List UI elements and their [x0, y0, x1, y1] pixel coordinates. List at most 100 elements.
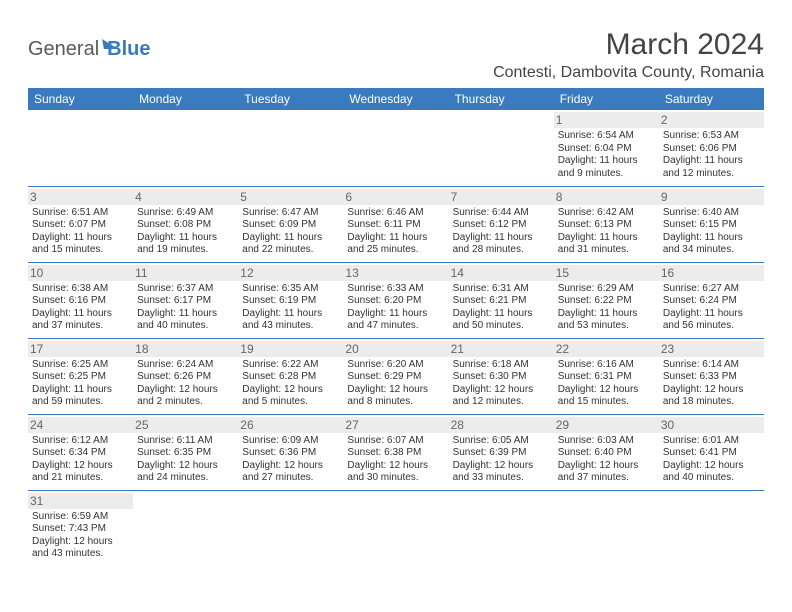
weekday-header: Saturday: [659, 88, 764, 110]
cell-text-daylight2: and 53 minutes.: [558, 320, 655, 333]
cell-text-sunrise: Sunrise: 6:49 AM: [137, 207, 234, 220]
calendar-cell: [343, 490, 448, 566]
cell-text-daylight2: and 34 minutes.: [663, 244, 760, 257]
cell-text-daylight2: and 21 minutes.: [32, 472, 129, 485]
cell-text-daylight2: and 37 minutes.: [558, 472, 655, 485]
cell-text-sunset: Sunset: 6:08 PM: [137, 219, 234, 232]
weekday-header: Sunday: [28, 88, 133, 110]
cell-text-daylight2: and 43 minutes.: [242, 320, 339, 333]
cell-text-sunrise: Sunrise: 6:59 AM: [32, 511, 129, 524]
cell-text-daylight1: Daylight: 12 hours: [663, 384, 760, 397]
cell-text-sunrise: Sunrise: 6:40 AM: [663, 207, 760, 220]
day-number: 6: [343, 189, 448, 205]
calendar-cell: 12Sunrise: 6:35 AMSunset: 6:19 PMDayligh…: [238, 262, 343, 338]
weekday-header: Friday: [554, 88, 659, 110]
calendar-cell: 24Sunrise: 6:12 AMSunset: 6:34 PMDayligh…: [28, 414, 133, 490]
cell-text-sunset: Sunset: 6:28 PM: [242, 371, 339, 384]
cell-text-sunrise: Sunrise: 6:38 AM: [32, 283, 129, 296]
cell-text-daylight1: Daylight: 11 hours: [137, 232, 234, 245]
weekday-header: Thursday: [449, 88, 554, 110]
calendar-cell: 9Sunrise: 6:40 AMSunset: 6:15 PMDaylight…: [659, 186, 764, 262]
calendar-cell: [133, 110, 238, 186]
calendar-week-row: 31Sunrise: 6:59 AMSunset: 7:43 PMDayligh…: [28, 490, 764, 566]
cell-text-daylight2: and 18 minutes.: [663, 396, 760, 409]
cell-text-daylight2: and 22 minutes.: [242, 244, 339, 257]
calendar-cell: 31Sunrise: 6:59 AMSunset: 7:43 PMDayligh…: [28, 490, 133, 566]
day-number: 22: [554, 341, 659, 357]
cell-text-daylight2: and 19 minutes.: [137, 244, 234, 257]
cell-text-daylight2: and 8 minutes.: [347, 396, 444, 409]
day-number: 11: [133, 265, 238, 281]
location-subtitle: Contesti, Dambovita County, Romania: [493, 64, 764, 82]
cell-text-sunset: Sunset: 6:20 PM: [347, 295, 444, 308]
cell-text-daylight1: Daylight: 12 hours: [242, 384, 339, 397]
cell-text-daylight1: Daylight: 11 hours: [663, 308, 760, 321]
cell-text-sunrise: Sunrise: 6:16 AM: [558, 359, 655, 372]
cell-text-sunset: Sunset: 6:13 PM: [558, 219, 655, 232]
day-number: 3: [28, 189, 133, 205]
cell-text-sunrise: Sunrise: 6:14 AM: [663, 359, 760, 372]
day-number: 31: [28, 493, 133, 509]
calendar-cell: 21Sunrise: 6:18 AMSunset: 6:30 PMDayligh…: [449, 338, 554, 414]
calendar-cell: 27Sunrise: 6:07 AMSunset: 6:38 PMDayligh…: [343, 414, 448, 490]
day-number: 24: [28, 417, 133, 433]
cell-text-sunrise: Sunrise: 6:31 AM: [453, 283, 550, 296]
day-number: 17: [28, 341, 133, 357]
cell-text-daylight1: Daylight: 11 hours: [242, 308, 339, 321]
cell-text-sunset: Sunset: 6:19 PM: [242, 295, 339, 308]
cell-text-sunset: Sunset: 6:12 PM: [453, 219, 550, 232]
cell-text-daylight2: and 59 minutes.: [32, 396, 129, 409]
cell-text-sunset: Sunset: 6:24 PM: [663, 295, 760, 308]
cell-text-sunrise: Sunrise: 6:47 AM: [242, 207, 339, 220]
day-number: 25: [133, 417, 238, 433]
cell-text-daylight2: and 56 minutes.: [663, 320, 760, 333]
logo-text-general: General: [28, 38, 99, 61]
day-number: 30: [659, 417, 764, 433]
cell-text-sunset: Sunset: 6:38 PM: [347, 447, 444, 460]
day-number: 4: [133, 189, 238, 205]
cell-text-sunset: Sunset: 6:36 PM: [242, 447, 339, 460]
cell-text-daylight2: and 33 minutes.: [453, 472, 550, 485]
cell-text-daylight1: Daylight: 12 hours: [453, 384, 550, 397]
cell-text-sunrise: Sunrise: 6:07 AM: [347, 435, 444, 448]
cell-text-daylight1: Daylight: 12 hours: [453, 460, 550, 473]
calendar-cell: 13Sunrise: 6:33 AMSunset: 6:20 PMDayligh…: [343, 262, 448, 338]
calendar-cell: 5Sunrise: 6:47 AMSunset: 6:09 PMDaylight…: [238, 186, 343, 262]
cell-text-sunrise: Sunrise: 6:01 AM: [663, 435, 760, 448]
cell-text-daylight2: and 24 minutes.: [137, 472, 234, 485]
calendar-cell: 7Sunrise: 6:44 AMSunset: 6:12 PMDaylight…: [449, 186, 554, 262]
cell-text-sunset: Sunset: 6:06 PM: [663, 143, 760, 156]
day-number: 7: [449, 189, 554, 205]
cell-text-sunset: Sunset: 6:09 PM: [242, 219, 339, 232]
cell-text-sunrise: Sunrise: 6:51 AM: [32, 207, 129, 220]
cell-text-sunset: Sunset: 6:35 PM: [137, 447, 234, 460]
cell-text-sunrise: Sunrise: 6:44 AM: [453, 207, 550, 220]
cell-text-daylight2: and 30 minutes.: [347, 472, 444, 485]
day-number: 29: [554, 417, 659, 433]
cell-text-daylight1: Daylight: 12 hours: [242, 460, 339, 473]
day-number: 12: [238, 265, 343, 281]
calendar-cell: 6Sunrise: 6:46 AMSunset: 6:11 PMDaylight…: [343, 186, 448, 262]
cell-text-daylight1: Daylight: 11 hours: [137, 308, 234, 321]
cell-text-sunset: Sunset: 6:26 PM: [137, 371, 234, 384]
calendar-cell: 15Sunrise: 6:29 AMSunset: 6:22 PMDayligh…: [554, 262, 659, 338]
cell-text-daylight2: and 50 minutes.: [453, 320, 550, 333]
day-number: 19: [238, 341, 343, 357]
day-number: 16: [659, 265, 764, 281]
calendar-cell: 17Sunrise: 6:25 AMSunset: 6:25 PMDayligh…: [28, 338, 133, 414]
cell-text-sunset: Sunset: 6:33 PM: [663, 371, 760, 384]
calendar-body: 1Sunrise: 6:54 AMSunset: 6:04 PMDaylight…: [28, 110, 764, 566]
calendar-cell: [449, 110, 554, 186]
cell-text-daylight1: Daylight: 11 hours: [453, 308, 550, 321]
cell-text-sunrise: Sunrise: 6:11 AM: [137, 435, 234, 448]
calendar-cell: 26Sunrise: 6:09 AMSunset: 6:36 PMDayligh…: [238, 414, 343, 490]
day-number: 1: [554, 112, 659, 128]
cell-text-daylight1: Daylight: 11 hours: [32, 308, 129, 321]
cell-text-sunrise: Sunrise: 6:24 AM: [137, 359, 234, 372]
cell-text-daylight1: Daylight: 11 hours: [347, 232, 444, 245]
day-number: 14: [449, 265, 554, 281]
cell-text-sunset: Sunset: 6:40 PM: [558, 447, 655, 460]
day-number: 28: [449, 417, 554, 433]
calendar-cell: 2Sunrise: 6:53 AMSunset: 6:06 PMDaylight…: [659, 110, 764, 186]
day-number: 5: [238, 189, 343, 205]
